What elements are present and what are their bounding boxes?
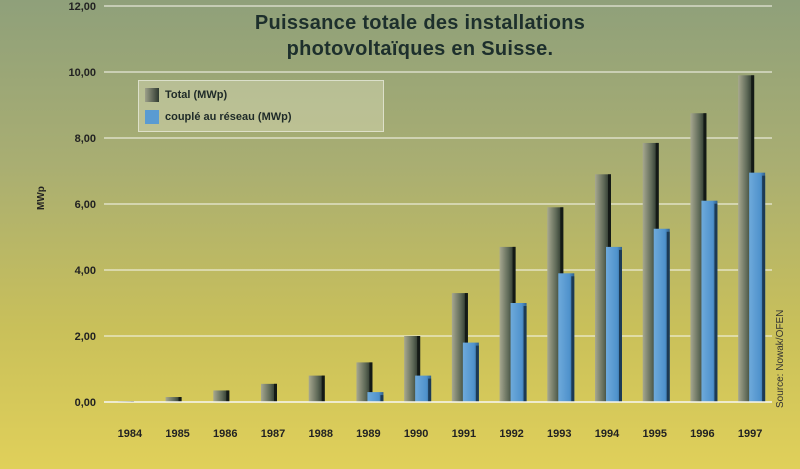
- x-tick-label: 1992: [499, 428, 523, 440]
- bar-total-edge: [369, 362, 373, 402]
- bar-grid-connected: [367, 392, 384, 402]
- x-tick-label: 1990: [404, 428, 428, 440]
- legend-item-total: Total (MWp): [145, 87, 227, 103]
- bar-total: [165, 397, 182, 402]
- bar-grid-connected: [701, 200, 718, 402]
- x-tick-label: 1984: [118, 428, 143, 440]
- chart-title-line1: Puissance totale des installations: [254, 12, 586, 34]
- bar-total-edge: [178, 397, 182, 402]
- bar-total: [308, 375, 325, 402]
- y-tick-label: 0,00: [75, 397, 96, 409]
- bar-grid-connected: [558, 273, 575, 402]
- legend-label-grid: couplé au réseau (MWp): [165, 111, 292, 123]
- bar-grid-connected-edge: [619, 249, 622, 402]
- bar-grid-connected: [653, 228, 670, 402]
- y-tick-label: 10,00: [68, 67, 96, 79]
- bar-grid-connected-edge: [762, 175, 766, 402]
- bar-grid-connected-edge: [475, 345, 479, 402]
- bar-grid-connected: [415, 375, 432, 402]
- bar-total-edge: [417, 336, 421, 402]
- y-tick-label: 8,00: [75, 133, 96, 145]
- x-tick-label: 1991: [452, 428, 476, 440]
- bar-grid-connected-edge: [380, 395, 384, 402]
- x-tick-label: 1996: [690, 428, 714, 440]
- y-tick-label: 2,00: [75, 331, 96, 343]
- x-tick-label: 1987: [261, 428, 285, 440]
- y-tick-label: 6,00: [75, 199, 96, 211]
- chart-title-line2: photovoltaïques en Suisse.: [286, 38, 554, 60]
- legend-swatch-total: [145, 88, 159, 102]
- bar-grid-connected-edge: [428, 378, 432, 402]
- source-note: Source: Nowak/OFEN: [775, 309, 786, 408]
- bar-total-edge: [274, 383, 277, 402]
- bar-grid-connected-edge: [714, 203, 718, 402]
- x-tick-label: 1986: [213, 428, 237, 440]
- bar-grid-connected-edge: [666, 231, 670, 402]
- x-tick-label: 1997: [738, 428, 762, 440]
- bar-total: [261, 383, 277, 402]
- bar-total-edge: [226, 390, 230, 402]
- bar-grid-connected: [606, 246, 622, 402]
- bar-grid-connected-edge: [571, 276, 575, 402]
- x-tick-label: 1989: [356, 428, 380, 440]
- legend-label-total: Total (MWp): [165, 89, 228, 101]
- y-tick-label: 12,00: [68, 1, 96, 13]
- bar-grid-connected: [510, 303, 527, 402]
- bar-total: [213, 390, 230, 402]
- x-tick-label: 1993: [547, 428, 571, 440]
- legend-swatch-grid: [145, 110, 159, 124]
- legend-item-grid: couplé au réseau (MWp): [145, 109, 292, 125]
- x-tick-label: 1985: [165, 428, 189, 440]
- x-tick-label: 1988: [308, 428, 332, 440]
- y-axis-label: MWp: [36, 186, 47, 210]
- x-tick-label: 1995: [642, 428, 666, 440]
- y-tick-label: 4,00: [75, 265, 96, 277]
- chart-legend: Total (MWp) couplé au réseau (MWp): [138, 80, 384, 132]
- bar-total-edge: [321, 375, 325, 402]
- bar-grid-connected-edge: [523, 306, 527, 402]
- bar-grid-connected: [749, 172, 766, 402]
- x-tick-label: 1994: [595, 428, 620, 440]
- bar-grid-connected: [462, 342, 479, 402]
